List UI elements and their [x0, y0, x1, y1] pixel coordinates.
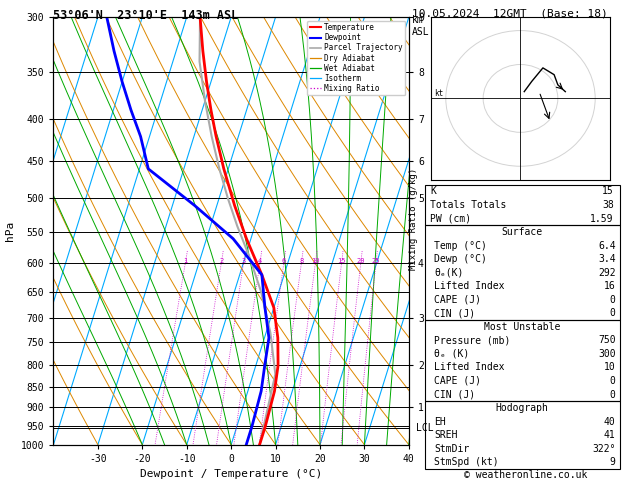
Text: 0: 0: [610, 389, 616, 399]
Text: θₑ(K): θₑ(K): [435, 268, 464, 278]
Text: PW (cm): PW (cm): [430, 213, 472, 224]
Text: 0: 0: [610, 308, 616, 318]
Text: 0: 0: [610, 376, 616, 386]
Text: Most Unstable: Most Unstable: [484, 322, 560, 332]
Bar: [425, 226, 620, 320]
Text: Lifted Index: Lifted Index: [435, 363, 505, 372]
Y-axis label: hPa: hPa: [6, 221, 15, 241]
Text: 3.4: 3.4: [598, 254, 616, 264]
Text: km: km: [412, 15, 424, 25]
Text: 41: 41: [604, 430, 616, 440]
X-axis label: Dewpoint / Temperature (°C): Dewpoint / Temperature (°C): [140, 469, 322, 479]
Text: CAPE (J): CAPE (J): [435, 295, 481, 305]
Text: 9: 9: [610, 457, 616, 467]
Text: © weatheronline.co.uk: © weatheronline.co.uk: [464, 470, 587, 480]
Text: CAPE (J): CAPE (J): [435, 376, 481, 386]
Text: K: K: [430, 187, 437, 196]
Text: Pressure (mb): Pressure (mb): [435, 335, 511, 346]
Text: 20: 20: [357, 258, 365, 264]
Text: 40: 40: [604, 417, 616, 427]
Text: 2: 2: [219, 258, 223, 264]
Text: CIN (J): CIN (J): [435, 389, 476, 399]
Text: 4: 4: [258, 258, 262, 264]
Text: CIN (J): CIN (J): [435, 308, 476, 318]
Text: SREH: SREH: [435, 430, 458, 440]
Text: 0: 0: [610, 295, 616, 305]
Bar: [425, 185, 620, 226]
Text: Totals Totals: Totals Totals: [430, 200, 507, 210]
Bar: [425, 320, 620, 401]
Text: 16: 16: [604, 281, 616, 291]
Text: 322°: 322°: [592, 444, 616, 454]
Text: 1.59: 1.59: [590, 213, 614, 224]
Text: 10.05.2024  12GMT  (Base: 18): 10.05.2024 12GMT (Base: 18): [412, 9, 608, 19]
Text: 15: 15: [602, 187, 614, 196]
Text: 292: 292: [598, 268, 616, 278]
Text: EH: EH: [435, 417, 446, 427]
Text: 3: 3: [242, 258, 245, 264]
Text: 38: 38: [602, 200, 614, 210]
Text: 10: 10: [604, 363, 616, 372]
Text: 6.4: 6.4: [598, 241, 616, 251]
Text: 25: 25: [372, 258, 380, 264]
Text: StmDir: StmDir: [435, 444, 470, 454]
Text: kt: kt: [435, 89, 444, 98]
Text: 750: 750: [598, 335, 616, 346]
Text: StmSpd (kt): StmSpd (kt): [435, 457, 499, 467]
Text: Hodograph: Hodograph: [496, 403, 548, 413]
Text: θₑ (K): θₑ (K): [435, 349, 470, 359]
Text: Mixing Ratio (g/kg): Mixing Ratio (g/kg): [409, 168, 418, 270]
Text: 53°06'N  23°10'E  143m ASL: 53°06'N 23°10'E 143m ASL: [53, 9, 239, 22]
Text: ASL: ASL: [412, 27, 430, 37]
Text: 10: 10: [311, 258, 320, 264]
Text: 1: 1: [183, 258, 187, 264]
Legend: Temperature, Dewpoint, Parcel Trajectory, Dry Adiabat, Wet Adiabat, Isotherm, Mi: Temperature, Dewpoint, Parcel Trajectory…: [308, 21, 405, 95]
Text: Dewp (°C): Dewp (°C): [435, 254, 487, 264]
Text: 8: 8: [299, 258, 303, 264]
Text: 300: 300: [598, 349, 616, 359]
Text: LCL: LCL: [416, 423, 433, 434]
Text: 6: 6: [282, 258, 286, 264]
Text: 15: 15: [337, 258, 346, 264]
Text: Surface: Surface: [501, 227, 543, 237]
Bar: [425, 401, 620, 469]
Text: Temp (°C): Temp (°C): [435, 241, 487, 251]
Text: Lifted Index: Lifted Index: [435, 281, 505, 291]
